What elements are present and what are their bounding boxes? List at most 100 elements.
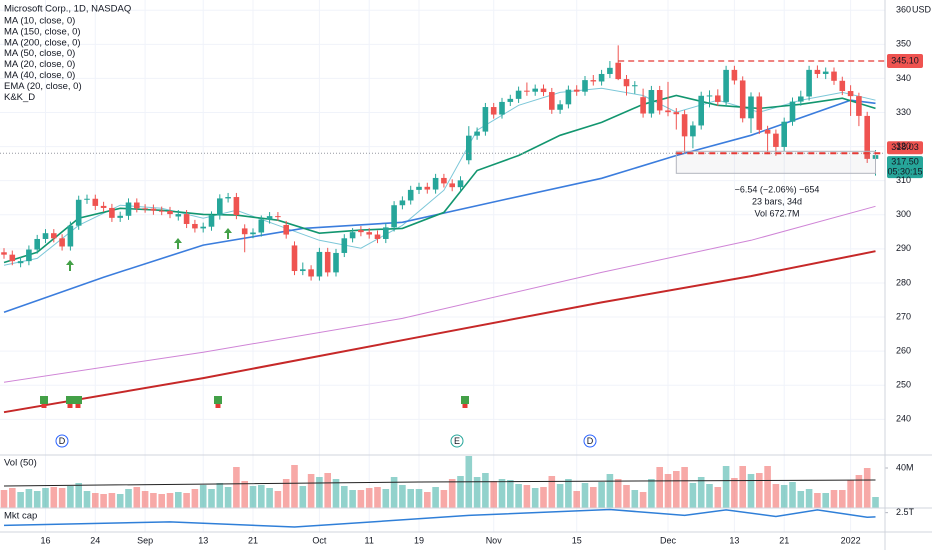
y-tick-label: 300 [896, 209, 911, 219]
legend-entry: MA (10, close, 0) [4, 16, 75, 27]
x-tick-label: Nov [486, 535, 503, 545]
volume-bar [183, 493, 190, 508]
candle-body [856, 96, 862, 116]
y-tick-label: 270 [896, 311, 911, 321]
labels: Microsoft Corp., 1D, NASDAQ Vol (50) Mkt… [4, 4, 932, 546]
volume-bar [614, 479, 622, 508]
candle-body [424, 186, 431, 190]
x-tick-label: 2022 [841, 535, 861, 545]
volume-bar [789, 482, 796, 508]
x-tick-label: 15 [572, 535, 582, 545]
legend-entry: MA (200, close, 0) [4, 37, 81, 48]
y-tick-label: 310 [896, 175, 911, 185]
volume-bar [241, 481, 248, 508]
price-label: 317.50 [891, 156, 919, 166]
candle-body [241, 228, 248, 235]
candle-body [756, 96, 763, 130]
volume-bar [399, 485, 406, 508]
event-label: E [454, 436, 460, 446]
candle-body [300, 269, 306, 272]
price-box [887, 156, 923, 179]
event-icon [583, 434, 597, 448]
candle-body [540, 88, 547, 93]
volume-ma [3, 479, 876, 487]
candle-body [1, 252, 7, 255]
signal-marker [74, 396, 82, 404]
candle-body [441, 177, 447, 184]
volume-bar [432, 487, 439, 508]
volume-bar [258, 485, 265, 508]
candle-body [175, 214, 182, 217]
volume-bar [125, 489, 132, 508]
candle-body [715, 95, 721, 102]
candle-body [532, 88, 538, 92]
candle-body [225, 197, 231, 199]
candle-body [822, 71, 829, 74]
volume-bar [58, 488, 66, 508]
signal-marker [214, 396, 222, 404]
market-cap-label: Mkt cap [4, 511, 37, 522]
candle-body [847, 91, 854, 97]
volume-bar [598, 482, 605, 508]
candle-body [316, 251, 323, 277]
volume-bar [415, 489, 423, 508]
signal-arrow [66, 260, 74, 271]
candle-body [557, 104, 563, 110]
volume-bar [175, 492, 182, 508]
volume-bar [606, 474, 614, 508]
volume-bar [839, 490, 846, 508]
volume-bar [556, 484, 564, 508]
measure-box [675, 150, 876, 174]
candle-body [17, 261, 24, 264]
volume-bar [590, 487, 597, 508]
candle-body [623, 79, 630, 87]
candle-body [673, 112, 680, 115]
candle-body [183, 214, 190, 224]
y-tick-label: 290 [896, 243, 911, 253]
candle-body [399, 200, 406, 206]
volume-bar [548, 476, 556, 508]
volume-bar [490, 481, 497, 508]
volume-bar [33, 491, 41, 508]
signal-marker [75, 404, 81, 408]
candle-body [291, 245, 298, 272]
volume-bar [648, 479, 655, 508]
legend-entry: MA (20, close, 0) [4, 59, 75, 70]
candle-body [698, 95, 704, 126]
volume-bar [706, 484, 713, 508]
y-tick-label: 2.5T [896, 507, 915, 517]
volume-bar [540, 487, 547, 508]
y-tick-label: 40M [896, 462, 914, 472]
candle-body [764, 129, 771, 134]
volume-bar [565, 479, 572, 508]
volume-bar [830, 490, 838, 508]
volume-bar [722, 466, 730, 508]
x-tick-label: 21 [248, 535, 258, 545]
candle-body [798, 96, 804, 102]
volume-bar [349, 490, 356, 508]
event-icon [450, 434, 464, 448]
signal-marker [215, 404, 221, 408]
candle-body [67, 225, 74, 247]
y-tick-label: 340 [896, 73, 911, 83]
ma-line [3, 94, 876, 264]
y-tick-label: 280 [896, 277, 911, 287]
ma-line [3, 87, 876, 266]
legend-entry: MA (150, close, 0) [4, 26, 81, 37]
y-tick-label: 330 [896, 107, 911, 117]
volume-bar [872, 497, 879, 508]
volume-bar [224, 487, 232, 508]
candle-body [59, 238, 65, 247]
volume-bar [307, 474, 315, 508]
volume-bar [83, 491, 91, 508]
signal-marker [462, 404, 468, 408]
ma-line [3, 205, 876, 383]
candle-body [125, 202, 132, 216]
volume-bar [623, 485, 630, 508]
x-tick-label: 24 [90, 535, 100, 545]
volume-bar [75, 483, 82, 508]
candle-body [482, 107, 489, 132]
y-tick-label: 260 [896, 346, 911, 356]
volume-bar [581, 483, 589, 508]
volume-bar [739, 466, 746, 508]
